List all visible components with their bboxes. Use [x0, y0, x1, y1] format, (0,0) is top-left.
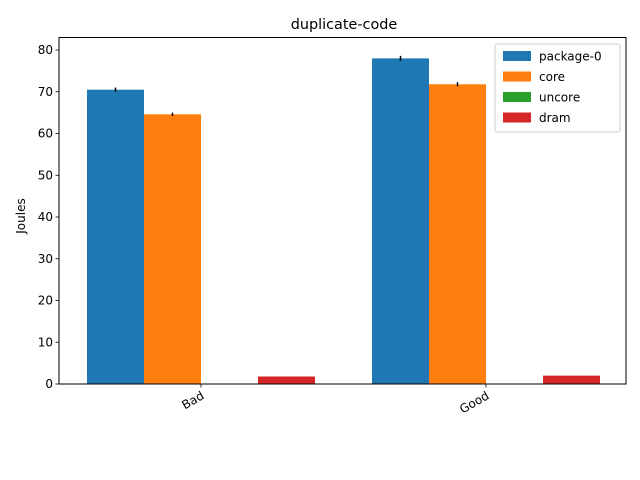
x-axis: Bad Good — [179, 384, 492, 416]
bar-package-0-good — [372, 58, 429, 384]
y-axis: 0 10 20 30 40 50 60 70 80 — [38, 43, 59, 391]
legend: package-0 core uncore dram — [494, 43, 621, 133]
y-tick-label: 30 — [38, 252, 53, 266]
bars-group — [87, 58, 600, 385]
y-axis-label: Joules — [14, 198, 28, 234]
plot-frame — [58, 37, 627, 385]
y-tick-label: 20 — [38, 294, 53, 308]
legend-label-package-0: package-0 — [539, 50, 602, 64]
y-tick-label: 80 — [38, 43, 53, 57]
bar-core-good — [429, 84, 486, 385]
legend-box — [494, 43, 621, 133]
bar-package-0-bad — [87, 89, 144, 384]
legend-swatch-uncore — [503, 92, 531, 102]
y-tick-label: 60 — [38, 127, 53, 141]
y-tick-label: 40 — [38, 210, 53, 224]
bar-dram-bad — [258, 376, 315, 384]
legend-label-core: core — [539, 70, 565, 84]
y-tick-label: 50 — [38, 168, 53, 182]
chart-title: duplicate-code — [291, 17, 398, 33]
y-tick-label: 10 — [38, 335, 53, 349]
legend-swatch-core — [503, 71, 531, 82]
error-bars-group — [114, 55, 459, 116]
x-tick-label: Bad — [179, 388, 206, 412]
x-tick-label: Good — [457, 388, 491, 416]
bar-dram-good — [543, 375, 600, 384]
legend-swatch-dram — [503, 112, 531, 123]
legend-swatch-package-0 — [503, 51, 531, 61]
legend-label-uncore: uncore — [539, 91, 580, 105]
y-tick-label: 70 — [38, 85, 53, 99]
legend-label-dram: dram — [539, 111, 571, 125]
y-tick-label: 0 — [45, 377, 53, 391]
bar-core-bad — [144, 114, 201, 385]
